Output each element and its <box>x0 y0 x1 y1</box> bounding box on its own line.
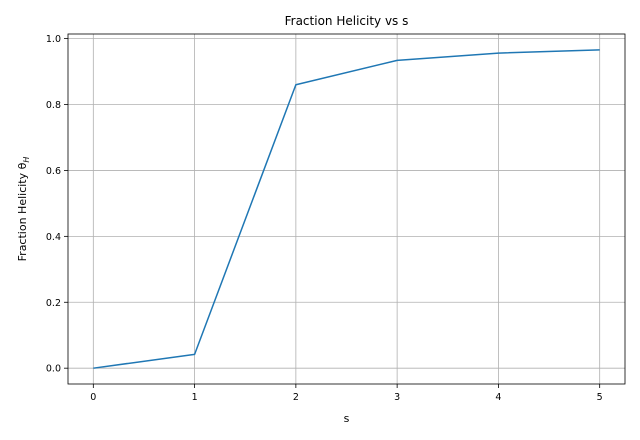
y-tick-label: 0.4 <box>46 232 61 243</box>
plot-frame <box>67 33 626 385</box>
y-tick-label: 1.0 <box>46 34 61 45</box>
y-tick-label: 0.6 <box>46 166 61 177</box>
y-tick-label: 0.0 <box>46 364 61 375</box>
y-tick-label: 0.8 <box>46 100 61 111</box>
y-tick-label: 0.2 <box>46 298 61 309</box>
x-axis-ticks: 0 1 2 3 4 5 <box>90 384 603 403</box>
chart-title: Fraction Helicity vs s <box>285 14 409 28</box>
x-tick-label: 3 <box>394 392 400 403</box>
y-axis-ticks: 0.0 0.2 0.4 0.6 0.8 1.0 <box>46 34 68 375</box>
y-axis-label-subscript: H <box>22 157 31 163</box>
grid <box>68 34 625 384</box>
x-tick-label: 1 <box>192 392 198 403</box>
x-tick-label: 5 <box>597 392 603 403</box>
x-tick-label: 0 <box>90 392 96 403</box>
y-axis-label: Fraction Helicity θH <box>16 157 31 262</box>
series-line <box>93 49 600 369</box>
x-tick-label: 2 <box>293 392 299 403</box>
x-tick-label: 4 <box>495 392 501 403</box>
x-axis-label: s <box>344 412 350 425</box>
y-axis-label-main: Fraction Helicity θ <box>16 162 29 261</box>
series-layer <box>93 49 600 369</box>
